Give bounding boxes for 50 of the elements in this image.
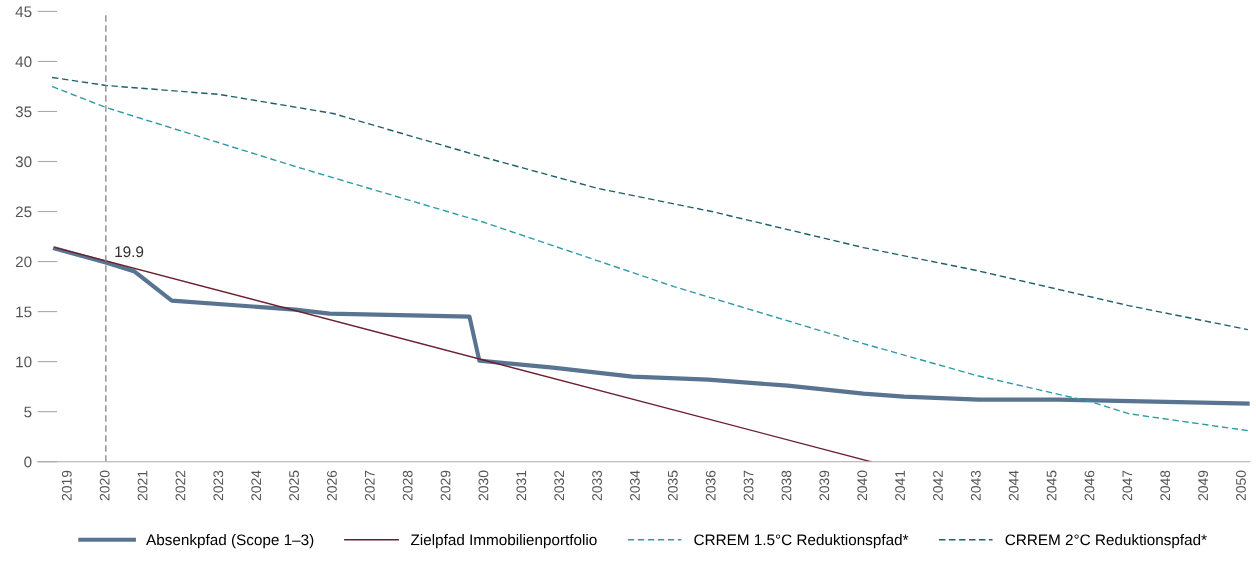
x-tick-label: 2024 [251, 470, 262, 501]
x-tick-label: 2049 [1198, 470, 1208, 501]
y-tick-label: 25 [15, 206, 32, 218]
legend-label: Absenkpfad (Scope 1–3) [146, 533, 314, 549]
x-tick-label: 2046 [1084, 470, 1095, 501]
y-tick-label: 45 [15, 6, 32, 18]
y-tick-label: 30 [15, 156, 32, 168]
x-tick-label: 2020 [99, 470, 110, 501]
x-tick-label: 2045 [1046, 470, 1057, 501]
x-tick-label: 2031 [516, 470, 527, 501]
legend-label: Zielpfad Immobilienportfolio [410, 533, 597, 549]
line-series [51, 76, 1249, 331]
x-tick-label: 2023 [213, 470, 224, 501]
x-tick-label: 2039 [819, 470, 830, 501]
line-series [53, 246, 1250, 406]
x-tick-label: 2042 [933, 470, 943, 501]
line-series [51, 85, 1249, 432]
x-tick-label: 2040 [857, 470, 868, 501]
y-tick-label: 20 [15, 256, 32, 268]
x-tick-label: 2019 [61, 470, 72, 501]
y-tick-label: 40 [15, 56, 32, 68]
y-tick-label: 0 [24, 456, 32, 468]
x-tick-label: 2036 [705, 470, 716, 501]
x-tick-label: 2050 [1236, 470, 1246, 501]
x-tick-label: 2034 [630, 470, 640, 501]
y-tick-label: 15 [16, 306, 32, 318]
x-tick-label: 2022 [175, 470, 186, 501]
annotation: 19.9 [115, 246, 144, 258]
y-tick-label: 10 [16, 356, 32, 368]
x-tick-label: 2032 [554, 470, 565, 501]
y-tick-label: 5 [24, 406, 32, 418]
x-tick-label: 2028 [402, 470, 413, 501]
x-tick-label: 2038 [781, 470, 792, 501]
x-tick-label: 2047 [1122, 470, 1133, 501]
x-tick-label: 2035 [667, 470, 678, 501]
x-tick-label: 2029 [440, 470, 451, 501]
x-tick-label: 2026 [327, 470, 337, 501]
x-tick-label: 2037 [743, 470, 754, 501]
legend-label: CRREM 1.5°C Reduktionspfad* [694, 533, 909, 549]
x-tick-label: 2043 [970, 470, 981, 501]
x-tick-label: 2025 [289, 470, 299, 501]
x-tick-label: 2027 [364, 470, 375, 501]
x-tick-label: 2030 [478, 470, 489, 501]
x-tick-label: 2044 [1008, 470, 1019, 501]
x-tick-label: 2048 [1160, 470, 1171, 501]
x-tick-label: 2021 [137, 470, 148, 501]
x-tick-label: 2041 [895, 470, 905, 501]
x-tick-label: 2033 [592, 470, 602, 501]
legend-label: CRREM 2°C Reduktionspfad* [1005, 533, 1207, 549]
y-tick-label: 35 [15, 106, 32, 118]
